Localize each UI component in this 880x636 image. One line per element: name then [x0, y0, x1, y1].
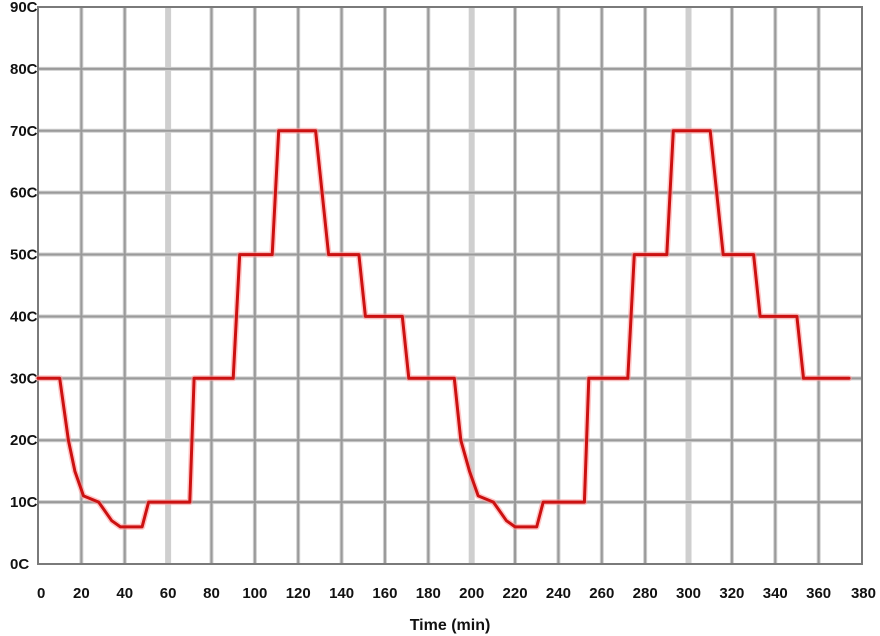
x-tick-label: 140: [329, 585, 354, 602]
x-tick-label: 40: [116, 585, 133, 602]
x-tick-label: 120: [286, 585, 311, 602]
x-tick-label: 180: [416, 585, 441, 602]
x-tick-label: 20: [73, 585, 90, 602]
y-tick-label: 30C: [10, 370, 38, 387]
y-tick-label: 60C: [10, 185, 38, 202]
series-line: [36, 129, 851, 529]
x-axis-title: Time (min): [410, 617, 491, 634]
y-tick-label: 10C: [10, 494, 38, 511]
x-tick-label: 60: [160, 585, 177, 602]
series-line-group: [35, 127, 852, 530]
x-tick-label: 320: [719, 585, 744, 602]
y-tick-label: 40C: [10, 308, 38, 325]
y-tick-label: 0C: [10, 556, 29, 573]
x-tick-label: 160: [372, 585, 397, 602]
x-tick-label: 0: [37, 585, 45, 602]
x-tick-label: 240: [546, 585, 571, 602]
x-tick-label: 220: [503, 585, 528, 602]
x-tick-label: 260: [589, 585, 614, 602]
y-tick-label: 50C: [10, 247, 38, 264]
x-tick-label: 100: [242, 585, 267, 602]
x-tick-labels: 0 20 40 60 80 100 120 140 160 180 200 220 240 260 280 3…: [37, 585, 876, 602]
x-tick-label: 300: [676, 585, 701, 602]
plot-background: [38, 7, 862, 564]
plot-frame: [37, 6, 863, 565]
y-tick-label: 20C: [10, 432, 38, 449]
x-tick-label: 280: [633, 585, 658, 602]
x-tick-label: 200: [459, 585, 484, 602]
y-tick-label: 80C: [10, 61, 38, 78]
x-tick-label: 380: [851, 585, 876, 602]
x-tick-label: 360: [806, 585, 831, 602]
y-tick-label: 70C: [10, 123, 38, 140]
y-tick-labels: 0C 10C 20C 30C 40C 50C 60C 70C 80C 90C: [10, 0, 38, 573]
x-tick-label: 340: [763, 585, 788, 602]
x-tick-label: 80: [203, 585, 220, 602]
y-tick-label: 90C: [10, 0, 38, 16]
